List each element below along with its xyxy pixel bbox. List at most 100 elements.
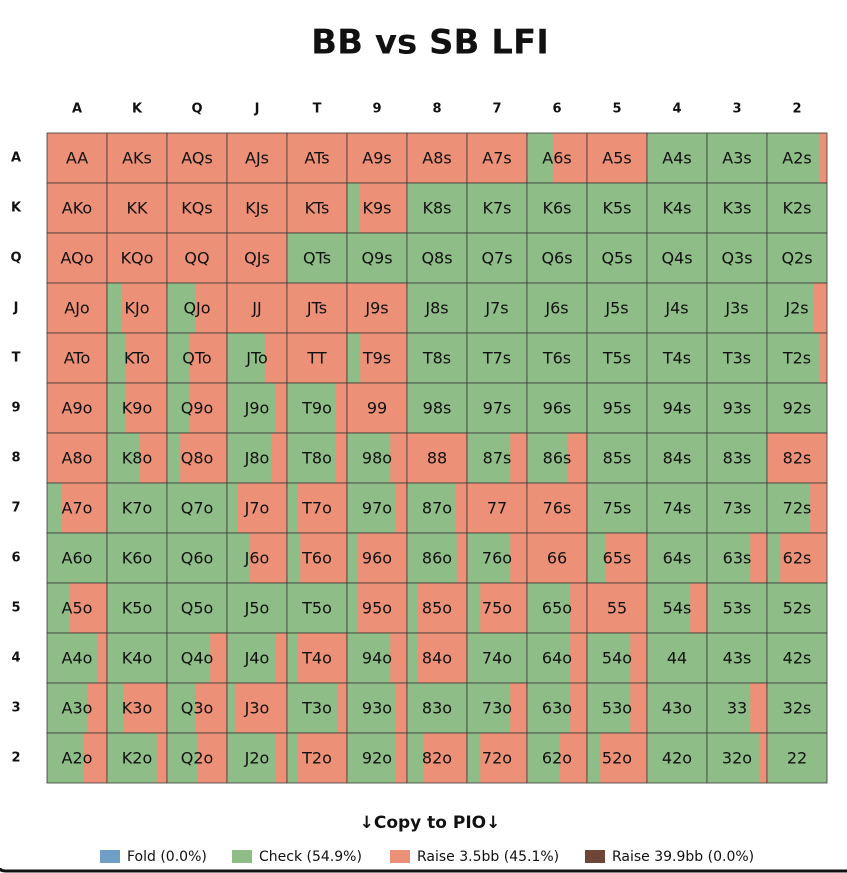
hand-cell: T2o: [286, 732, 348, 784]
hand-label: 54s: [663, 599, 692, 618]
hand-label: 55: [607, 599, 627, 618]
hand-cell: A4o: [46, 632, 108, 684]
check-portion: [707, 483, 767, 533]
hand-cell: K8o: [106, 432, 168, 484]
hand-cell: 75s: [586, 482, 648, 534]
check-portion: [707, 633, 767, 683]
hand-cell: T5o: [286, 582, 348, 634]
hand-cell: 98o: [346, 432, 408, 484]
hand-cell: 73o: [466, 682, 528, 734]
hand-label: A2s: [782, 149, 811, 168]
check-portion: [167, 533, 227, 583]
hand-label: 32s: [783, 699, 812, 718]
hand-label: K3s: [722, 199, 751, 218]
raise-portion: [510, 533, 527, 583]
hand-label: 76s: [543, 499, 572, 518]
hand-cell: 84o: [406, 632, 468, 684]
hand-cell: Q2o: [166, 732, 228, 784]
hand-cell: A6s: [526, 132, 588, 184]
hand-label: K3o: [122, 699, 152, 718]
raise-portion: [570, 583, 587, 633]
hand-cell: ATo: [46, 332, 108, 384]
hand-cell: T3o: [286, 682, 348, 734]
hand-cell: A2s: [766, 132, 828, 184]
hand-cell: 87o: [406, 482, 468, 534]
hand-cell: 53o: [586, 682, 648, 734]
check-portion: [587, 183, 647, 233]
hand-label: J9o: [244, 399, 270, 418]
row-header: 7: [11, 501, 20, 516]
hand-cell: 82s: [766, 432, 828, 484]
column-header: 2: [792, 102, 801, 117]
hand-cell: 64o: [526, 632, 588, 684]
raise-portion: [47, 283, 107, 333]
check-portion: [767, 583, 827, 633]
check-portion: [167, 483, 227, 533]
hand-label: 75s: [603, 499, 632, 518]
hand-cell: 83o: [406, 682, 468, 734]
hand-label: T9o: [301, 399, 332, 418]
hand-cell: K7o: [106, 482, 168, 534]
raise-portion: [819, 333, 827, 383]
raise-portion: [455, 483, 467, 533]
raise-portion: [357, 583, 407, 633]
hand-cell: Q6s: [526, 232, 588, 284]
hand-label: 63o: [542, 699, 572, 718]
check-portion: [527, 333, 587, 383]
legend-label: Raise 3.5bb (45.1%): [417, 849, 559, 865]
hand-cell: KQs: [166, 182, 228, 234]
hand-label: 95s: [603, 399, 632, 418]
check-portion: [107, 583, 167, 633]
column-header: 5: [612, 102, 621, 117]
hand-cell: KTs: [286, 182, 348, 234]
hand-cell: 33: [706, 682, 768, 734]
hand-cell: 85o: [406, 582, 468, 634]
hand-cell: 92s: [766, 382, 828, 434]
hand-label: AKo: [62, 199, 92, 218]
column-header: T: [313, 102, 322, 117]
hand-cell: A9o: [46, 382, 108, 434]
hand-label: J4o: [244, 649, 270, 668]
raise-portion: [417, 633, 467, 683]
raise-portion: [297, 483, 347, 533]
hand-cell: QJs: [226, 232, 288, 284]
hand-label: T2o: [301, 749, 332, 768]
hand-cell: J9s: [346, 282, 408, 334]
raise-portion: [125, 333, 167, 383]
raise-portion: [122, 283, 167, 333]
hand-cell: T4s: [646, 332, 708, 384]
range-grid: A K Q J T 9 8 7 6 5 4 3 2A AA AKs AQs AJs ATs A9s A8s A7s A6s…: [10, 102, 828, 784]
hand-cell: A3o: [46, 682, 108, 734]
check-portion: [707, 283, 767, 333]
hand-cell: A8s: [406, 132, 468, 184]
raise-portion: [272, 433, 287, 483]
check-portion: [767, 733, 827, 783]
check-portion: [587, 283, 647, 333]
hand-label: T7s: [482, 349, 511, 368]
raise-portion: [423, 733, 467, 783]
hand-cell: T9s: [346, 332, 408, 384]
hand-label: KK: [127, 199, 148, 218]
hand-cell: 96s: [526, 382, 588, 434]
raise-portion: [189, 383, 227, 433]
raise-portion: [156, 733, 167, 783]
check-portion: [647, 133, 707, 183]
hand-label: 43o: [662, 699, 692, 718]
hand-cell: 42s: [766, 632, 828, 684]
raise-portion: [180, 433, 227, 483]
hand-label: J8s: [424, 299, 448, 318]
raise-portion: [210, 633, 227, 683]
check-portion: [527, 183, 587, 233]
hand-label: 33: [727, 699, 747, 718]
hand-cell: 63o: [526, 682, 588, 734]
check-portion: [287, 683, 347, 733]
copy-button[interactable]: ↓Copy to PIO↓: [360, 813, 501, 833]
hand-cell: 88: [406, 432, 468, 484]
hand-label: J2s: [784, 299, 808, 318]
check-portion: [107, 533, 167, 583]
check-portion: [467, 383, 527, 433]
hand-label: 83o: [422, 699, 452, 718]
hand-label: 65o: [542, 599, 572, 618]
hand-cell: 32s: [766, 682, 828, 734]
